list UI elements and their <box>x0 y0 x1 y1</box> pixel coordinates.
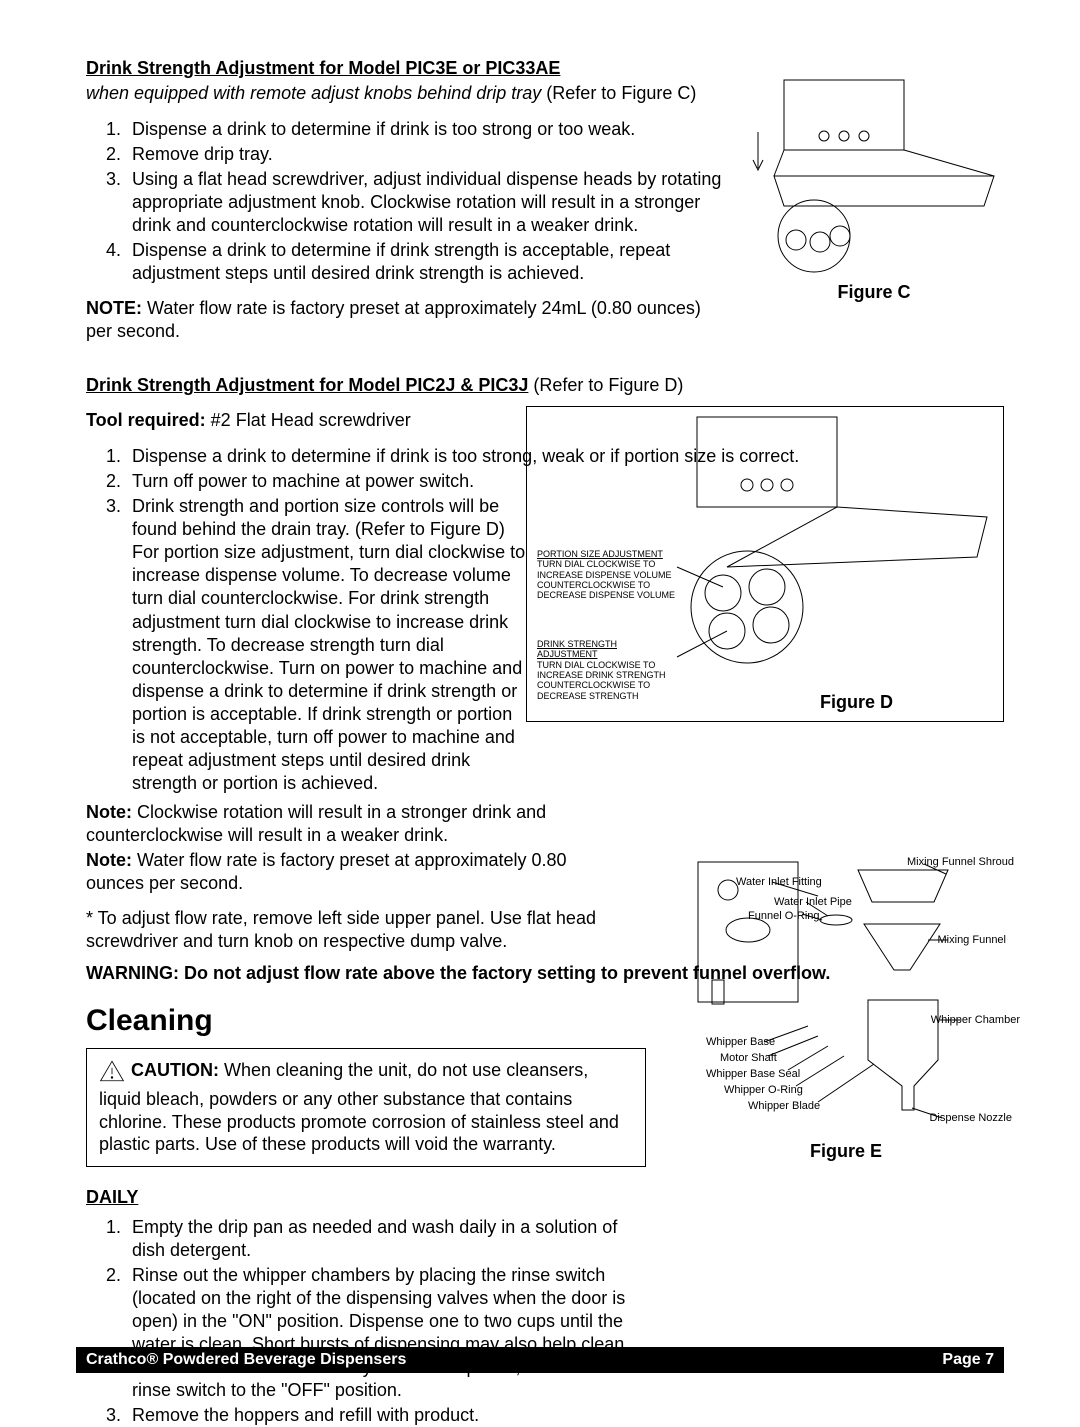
label-whipper-base: Whipper Base <box>706 1036 775 1048</box>
label-mixing-funnel: Mixing Funnel <box>938 934 1006 946</box>
figure-c-art <box>744 76 1004 276</box>
caution-box: CAUTION: When cleaning the unit, do not … <box>86 1048 646 1167</box>
list-item: Remove drip tray. <box>126 143 726 166</box>
label-water-inlet-pipe: Water Inlet Pipe <box>774 896 852 908</box>
figd-t2-u: DRINK STRENGTH ADJUSTMENT <box>537 639 617 659</box>
figure-c: Figure C <box>744 76 1004 303</box>
figd-t1-u: PORTION SIZE ADJUSTMENT <box>537 549 663 559</box>
label-whipper-blade: Whipper Blade <box>748 1100 820 1112</box>
figure-d-strength-text: DRINK STRENGTH ADJUSTMENT TURN DIAL CLOC… <box>537 639 677 701</box>
label-motor-shaft: Motor Shaft <box>720 1052 777 1064</box>
note-text: Water flow rate is factory preset at app… <box>86 850 567 893</box>
label-whipper-oring: Whipper O-Ring <box>724 1084 803 1096</box>
section2-header: Drink Strength Adjustment for Model PIC2… <box>86 375 528 395</box>
figd-t1-rest: TURN DIAL CLOCKWISE TO INCREASE DISPENSE… <box>537 559 675 600</box>
list-item: Using a flat head screwdriver, adjust in… <box>126 168 726 237</box>
figd-t2-rest: TURN DIAL CLOCKWISE TO INCREASE DRINK ST… <box>537 660 666 701</box>
warning-icon <box>99 1059 125 1089</box>
label-whipper-base-seal: Whipper Base Seal <box>706 1068 800 1080</box>
figure-c-caption: Figure C <box>744 282 1004 303</box>
section2-asterisk: * To adjust flow rate, remove left side … <box>86 907 626 953</box>
figure-d: PORTION SIZE ADJUSTMENT TURN DIAL CLOCKW… <box>526 406 1004 722</box>
section2-header-row: Drink Strength Adjustment for Model PIC2… <box>86 375 1004 396</box>
section1-steps: Dispense a drink to determine if drink i… <box>86 118 726 285</box>
section2-note1: Note: Clockwise rotation will result in … <box>86 801 626 847</box>
figure-d-caption: Figure D <box>820 692 893 713</box>
list-item: Empty the drip pan as needed and wash da… <box>126 1216 646 1262</box>
list-item: Rinse out the whipper chambers by placin… <box>126 1264 646 1402</box>
caution-label: CAUTION: <box>131 1060 219 1080</box>
note-text: Clockwise rotation will result in a stro… <box>86 802 546 845</box>
note-text: Water flow rate is factory preset at app… <box>86 298 701 341</box>
footer-left: Crathco® Powdered Beverage Dispensers <box>86 1351 406 1369</box>
section1-subtitle-plain: (Refer to Figure C) <box>541 83 696 103</box>
label-mixing-funnel-shroud: Mixing Funnel Shroud <box>907 856 1014 868</box>
label-funnel-oring: Funnel O-Ring <box>748 910 820 922</box>
footer-right: Page 7 <box>942 1351 994 1369</box>
list-item: Dispense a drink to determine if drink s… <box>126 239 726 285</box>
note-label: Note: <box>86 802 132 822</box>
section2-refer: (Refer to Figure D) <box>528 375 683 395</box>
note-label: Note: <box>86 850 132 870</box>
list-item: Remove the hoppers and refill with produ… <box>126 1404 646 1427</box>
tool-text: #2 Flat Head screwdriver <box>206 410 411 430</box>
label-dispense-nozzle: Dispense Nozzle <box>929 1112 1012 1124</box>
figure-e-caption: Figure E <box>688 1141 1004 1162</box>
list-item: Dispense a drink to determine if drink i… <box>126 118 726 141</box>
daily-steps: Empty the drip pan as needed and wash da… <box>86 1216 646 1427</box>
section2-note2: Note: Water flow rate is factory preset … <box>86 849 626 895</box>
label-water-inlet-fitting: Water Inlet Fitting <box>736 876 822 888</box>
section1-note: NOTE: Water flow rate is factory preset … <box>86 297 726 343</box>
list-item: Drink strength and portion size controls… <box>126 495 526 794</box>
page-footer: Crathco® Powdered Beverage Dispensers Pa… <box>76 1347 1004 1373</box>
label-whipper-chamber: Whipper Chamber <box>931 1014 1020 1026</box>
figure-d-portion-text: PORTION SIZE ADJUSTMENT TURN DIAL CLOCKW… <box>537 549 677 601</box>
section1-subtitle-italic: when equipped with remote adjust knobs b… <box>86 83 541 103</box>
tool-label: Tool required: <box>86 410 206 430</box>
note-label: NOTE: <box>86 298 142 318</box>
figure-e: Water Inlet Fitting Water Inlet Pipe Fun… <box>688 850 1004 1160</box>
daily-header: DAILY <box>86 1187 1004 1208</box>
